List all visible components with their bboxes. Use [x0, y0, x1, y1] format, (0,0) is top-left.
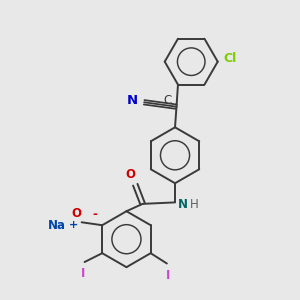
- Text: O: O: [125, 168, 135, 181]
- Text: Cl: Cl: [223, 52, 236, 64]
- Text: H: H: [190, 198, 199, 211]
- Text: O: O: [72, 207, 82, 220]
- Text: C: C: [163, 94, 171, 107]
- Text: I: I: [166, 269, 170, 282]
- Text: -: -: [92, 208, 97, 221]
- Text: I: I: [81, 267, 85, 280]
- Text: N: N: [127, 94, 138, 107]
- Text: +: +: [69, 220, 79, 230]
- Text: N: N: [177, 198, 188, 211]
- Text: Na: Na: [48, 219, 66, 232]
